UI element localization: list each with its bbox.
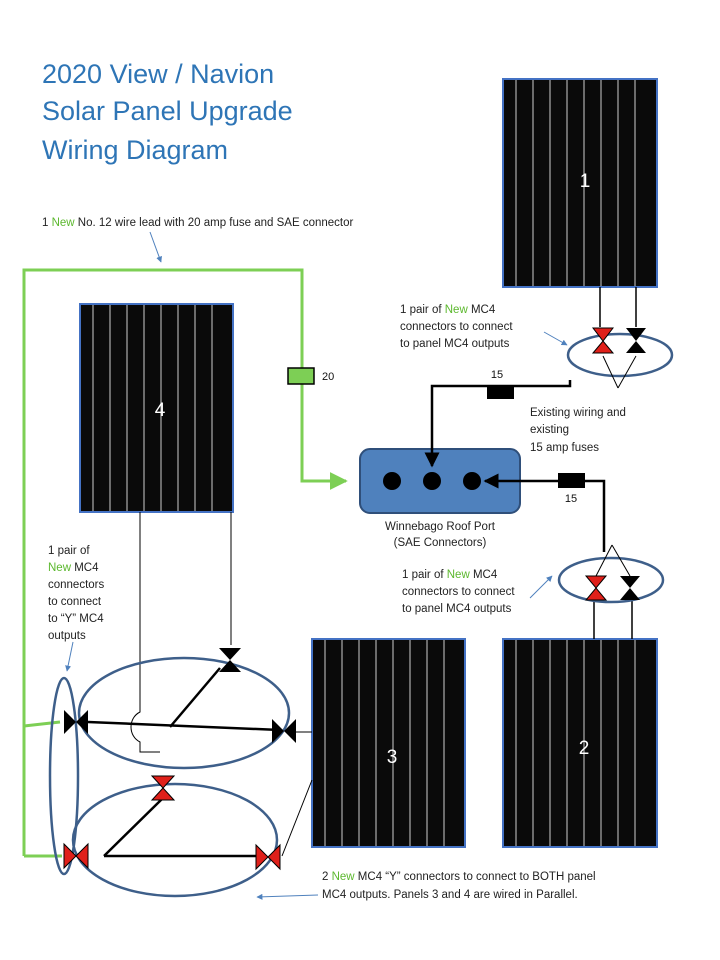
title-line-1: 2020 View / Navion	[42, 59, 274, 89]
mc4-pair-bottom	[557, 544, 665, 604]
solar-panel-4: 4	[79, 303, 234, 513]
panel-2-label: 2	[579, 738, 590, 759]
panel-3-label: 3	[387, 747, 398, 768]
sae-socket-3	[463, 472, 481, 490]
new-wire-lead	[22, 268, 348, 858]
svg-text:connectors to connect: connectors to connect	[402, 586, 515, 598]
sae-socket-2	[423, 472, 441, 490]
solar-panel-2: 2	[502, 638, 658, 848]
svg-text:MC4 outputs. Panels 3 and 4 a: MC4 outputs. Panels 3 and 4 are wired in…	[322, 889, 578, 901]
svg-text:to panel MC4 outputs: to panel MC4 outputs	[402, 603, 512, 615]
note-mc4-bottom: 1 pair of New MC4 connectors to connect …	[402, 569, 515, 615]
fuse-new: 20	[287, 367, 334, 385]
note-existing-wiring: Existing wiring and existing 15 amp fuse…	[530, 407, 626, 454]
note-wire-lead: 1 New No. 12 wire lead with 20 amp fuse …	[42, 217, 353, 229]
mc4-pair-top	[566, 327, 674, 389]
fuse-existing-bottom: 15	[558, 473, 585, 505]
diagram-title: 2020 View / Navion Solar Panel Upgrade W…	[42, 59, 293, 165]
roof-port-label: Winnebago Roof Port	[385, 521, 496, 533]
panel-1-label: 1	[580, 171, 591, 192]
svg-text:1 pair of New MC4: 1 pair of New MC4	[402, 569, 498, 581]
panel-4-label: 4	[155, 400, 166, 421]
solar-panel-3: 3	[311, 638, 466, 848]
svg-text:to “Y” MC4: to “Y” MC4	[48, 613, 104, 625]
note-y-connectors: 2 New MC4 “Y” connectors to connect to B…	[322, 871, 596, 901]
fuse-top-rating: 15	[491, 369, 503, 381]
title-line-2: Solar Panel Upgrade	[42, 96, 293, 126]
fuse-existing-top: 15	[487, 369, 514, 399]
roof-port: Winnebago Roof Port (SAE Connectors)	[359, 448, 521, 549]
fuse-new-rating: 20	[322, 371, 334, 383]
note-mc4-left: 1 pair of New MC4 connectors to connect …	[48, 545, 105, 642]
svg-text:connectors: connectors	[48, 579, 105, 591]
svg-text:to connect: to connect	[48, 596, 102, 608]
svg-text:connectors to connect: connectors to connect	[400, 321, 513, 333]
svg-text:to panel MC4 outputs: to panel MC4 outputs	[400, 338, 510, 350]
svg-text:1 pair of New MC4: 1 pair of New MC4	[400, 304, 496, 316]
svg-text:2 New MC4 “Y” connectors to co: 2 New MC4 “Y” connectors to connect to B…	[322, 871, 596, 883]
svg-text:outputs: outputs	[48, 630, 86, 642]
svg-text:New MC4: New MC4	[48, 562, 99, 574]
svg-text:15 amp fuses: 15 amp fuses	[530, 442, 599, 454]
note-mc4-top: 1 pair of New MC4 connectors to connect …	[400, 304, 513, 350]
sae-socket-1	[383, 472, 401, 490]
title-line-3: Wiring Diagram	[42, 135, 228, 165]
svg-text:1 pair of: 1 pair of	[48, 545, 90, 557]
fuse-bottom-rating: 15	[565, 493, 577, 505]
solar-panel-1: 1	[502, 78, 658, 288]
y-connectors	[48, 512, 313, 898]
roof-port-sublabel: (SAE Connectors)	[394, 537, 487, 549]
svg-text:Existing wiring and: Existing wiring and	[530, 407, 626, 419]
svg-text:existing: existing	[530, 424, 569, 436]
pointer-arrows	[65, 231, 568, 900]
